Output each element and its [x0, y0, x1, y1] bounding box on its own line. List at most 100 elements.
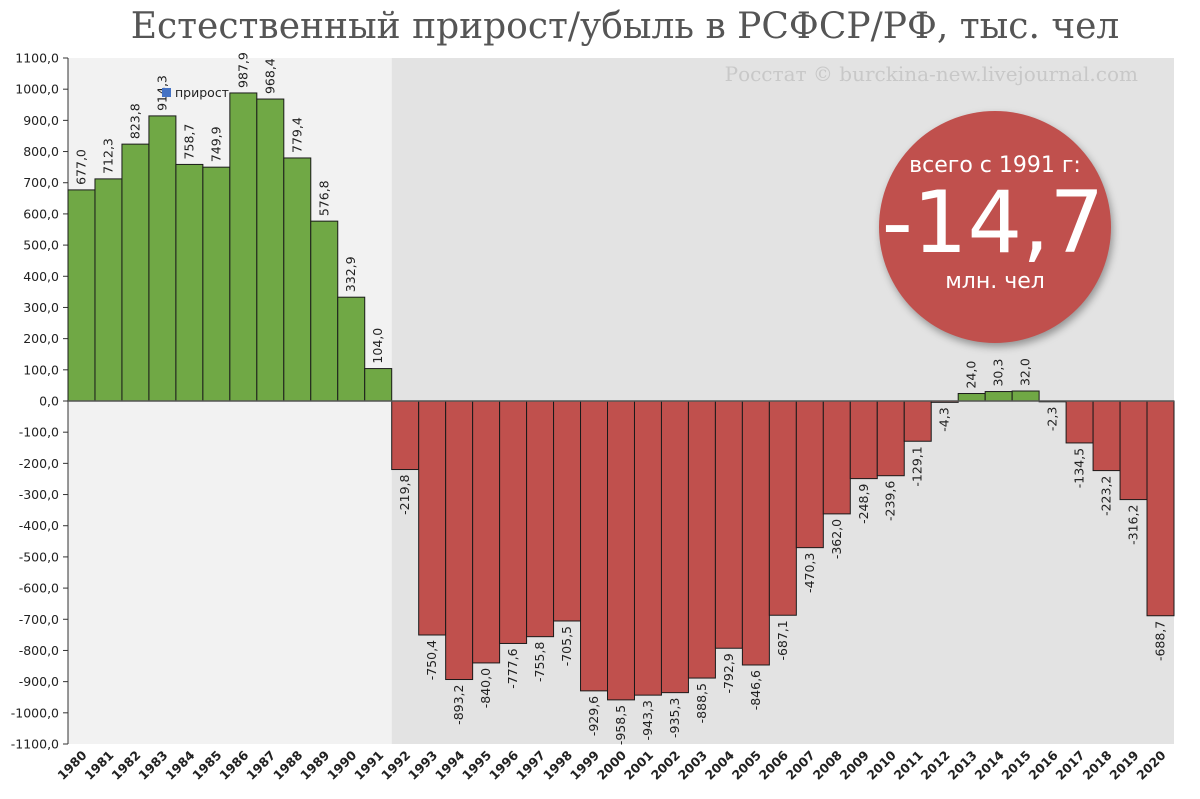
data-label-2005: -846,6: [748, 670, 763, 710]
data-label-2003: -888,5: [694, 683, 709, 723]
data-label-2018: -223,2: [1099, 476, 1114, 516]
x-tick-label: 2011: [891, 748, 926, 783]
data-label-1994: -893,2: [451, 685, 466, 725]
x-tick-label: 1989: [297, 748, 332, 783]
x-tick-label: 1996: [486, 747, 521, 782]
x-tick-label: 2014: [972, 747, 1007, 782]
data-label-2014: 30,3: [991, 359, 1006, 387]
y-tick-label: 200,0: [23, 331, 59, 346]
bar-2018: [1092, 400, 1121, 472]
x-axis: 1980198119821983198419851986198719881989…: [54, 747, 1168, 782]
bar-1983: [148, 115, 177, 402]
data-label-2015: 32,0: [1018, 358, 1033, 386]
y-tick-label: -1000,0: [11, 705, 59, 720]
x-tick-label: 1997: [513, 748, 548, 783]
bar-2008: [822, 400, 851, 515]
x-tick-label: 2017: [1052, 748, 1087, 783]
bar-1995: [472, 400, 501, 664]
data-label-2011: -129,1: [910, 446, 925, 486]
x-tick-label: 2003: [675, 748, 710, 783]
y-tick-label: -100,0: [19, 425, 59, 440]
y-tick-label: -600,0: [19, 581, 59, 596]
y-tick-label: -1100,0: [11, 737, 59, 752]
x-tick-label: 2006: [756, 747, 791, 782]
y-tick-label: 600,0: [23, 206, 59, 221]
y-tick-label: 300,0: [23, 300, 59, 315]
y-tick-label: -400,0: [19, 518, 59, 533]
total-badge: всего с 1991 г: -14,7 млн. чел: [879, 111, 1111, 343]
x-tick-label: 1985: [189, 748, 224, 783]
y-tick-label: 1000,0: [15, 82, 59, 97]
y-tick-label: -500,0: [19, 549, 59, 564]
data-label-1988: 779,4: [289, 117, 304, 153]
x-tick-label: 1990: [324, 747, 359, 782]
data-label-2020: -688,7: [1153, 621, 1168, 661]
data-label-2000: -958,5: [613, 705, 628, 745]
y-tick-label: -800,0: [19, 643, 59, 658]
bar-1981: [94, 178, 123, 402]
y-tick-label: 0,0: [39, 394, 59, 409]
bar-1994: [445, 400, 474, 681]
bar-2015: [1011, 390, 1040, 402]
bar-2017: [1065, 400, 1094, 444]
total-badge-caption: всего с 1991 г:: [909, 153, 1081, 178]
x-tick-label: 1981: [81, 748, 116, 783]
data-label-1999: -929,6: [586, 696, 601, 736]
data-label-2019: -316,2: [1126, 505, 1141, 545]
data-label-2009: -248,9: [856, 484, 871, 524]
x-tick-label: 2000: [594, 747, 629, 782]
bar-1980: [67, 189, 96, 402]
bar-1990: [337, 296, 366, 402]
x-tick-label: 1986: [216, 747, 251, 782]
x-tick-label: 1984: [162, 747, 197, 782]
legend-label: прирост: [175, 85, 229, 100]
data-label-1989: 576,8: [316, 180, 331, 216]
bar-1996: [499, 400, 528, 644]
bar-2004: [714, 400, 743, 649]
bar-1998: [553, 400, 582, 622]
y-tick-label: 900,0: [23, 113, 59, 128]
x-tick-label: 2001: [621, 748, 656, 783]
x-tick-label: 2008: [810, 748, 845, 783]
bar-1988: [283, 157, 312, 402]
y-tick-label: 500,0: [23, 238, 59, 253]
bar-1991: [364, 368, 393, 402]
x-tick-label: 2010: [864, 747, 899, 782]
x-tick-label: 1993: [405, 748, 440, 783]
data-label-2001: -943,3: [640, 700, 655, 740]
bar-1986: [229, 92, 258, 402]
bar-1989: [310, 220, 339, 402]
bar-1997: [526, 400, 555, 638]
legend-swatch: [162, 88, 171, 97]
bar-2014: [984, 391, 1013, 402]
total-badge-value: -14,7: [882, 173, 1105, 273]
x-tick-label: 2009: [837, 748, 872, 783]
x-tick-label: 2018: [1079, 748, 1114, 783]
x-tick-label: 1988: [270, 748, 305, 783]
bar-2005: [741, 400, 770, 666]
data-label-2006: -687,1: [775, 620, 790, 660]
bar-2013: [957, 393, 986, 402]
x-tick-label: 1991: [351, 748, 386, 783]
bar-2020: [1146, 400, 1175, 617]
y-tick-label: -700,0: [19, 612, 59, 627]
y-tick-label: 1100,0: [15, 51, 59, 66]
x-tick-label: 1999: [567, 748, 602, 783]
data-label-1990: 332,9: [343, 256, 358, 292]
data-label-2016: -2,3: [1045, 407, 1060, 431]
data-label-1996: -777,6: [505, 648, 520, 688]
bar-2000: [607, 400, 635, 701]
chart-title: Естественный прирост/убыль в РСФСР/РФ, т…: [131, 6, 1120, 47]
y-axis: -1100,0 -1000,0 -900,0 -800,0 -700,0 -600,0 -5…: [11, 51, 69, 752]
x-tick-label: 1992: [378, 748, 413, 783]
x-tick-label: 1980: [54, 747, 89, 782]
bars: 677,0 712,3 823,8 914,3 758,7 749,9 987,9 968,4…: [67, 52, 1175, 745]
x-tick-label: 1998: [540, 748, 575, 783]
bar-1993: [418, 400, 447, 636]
x-tick-label: 1995: [459, 748, 494, 783]
y-tick-label: 800,0: [23, 144, 59, 159]
bar-1992: [391, 400, 420, 471]
bar-2019: [1119, 400, 1148, 501]
legend: прирост: [162, 85, 229, 100]
